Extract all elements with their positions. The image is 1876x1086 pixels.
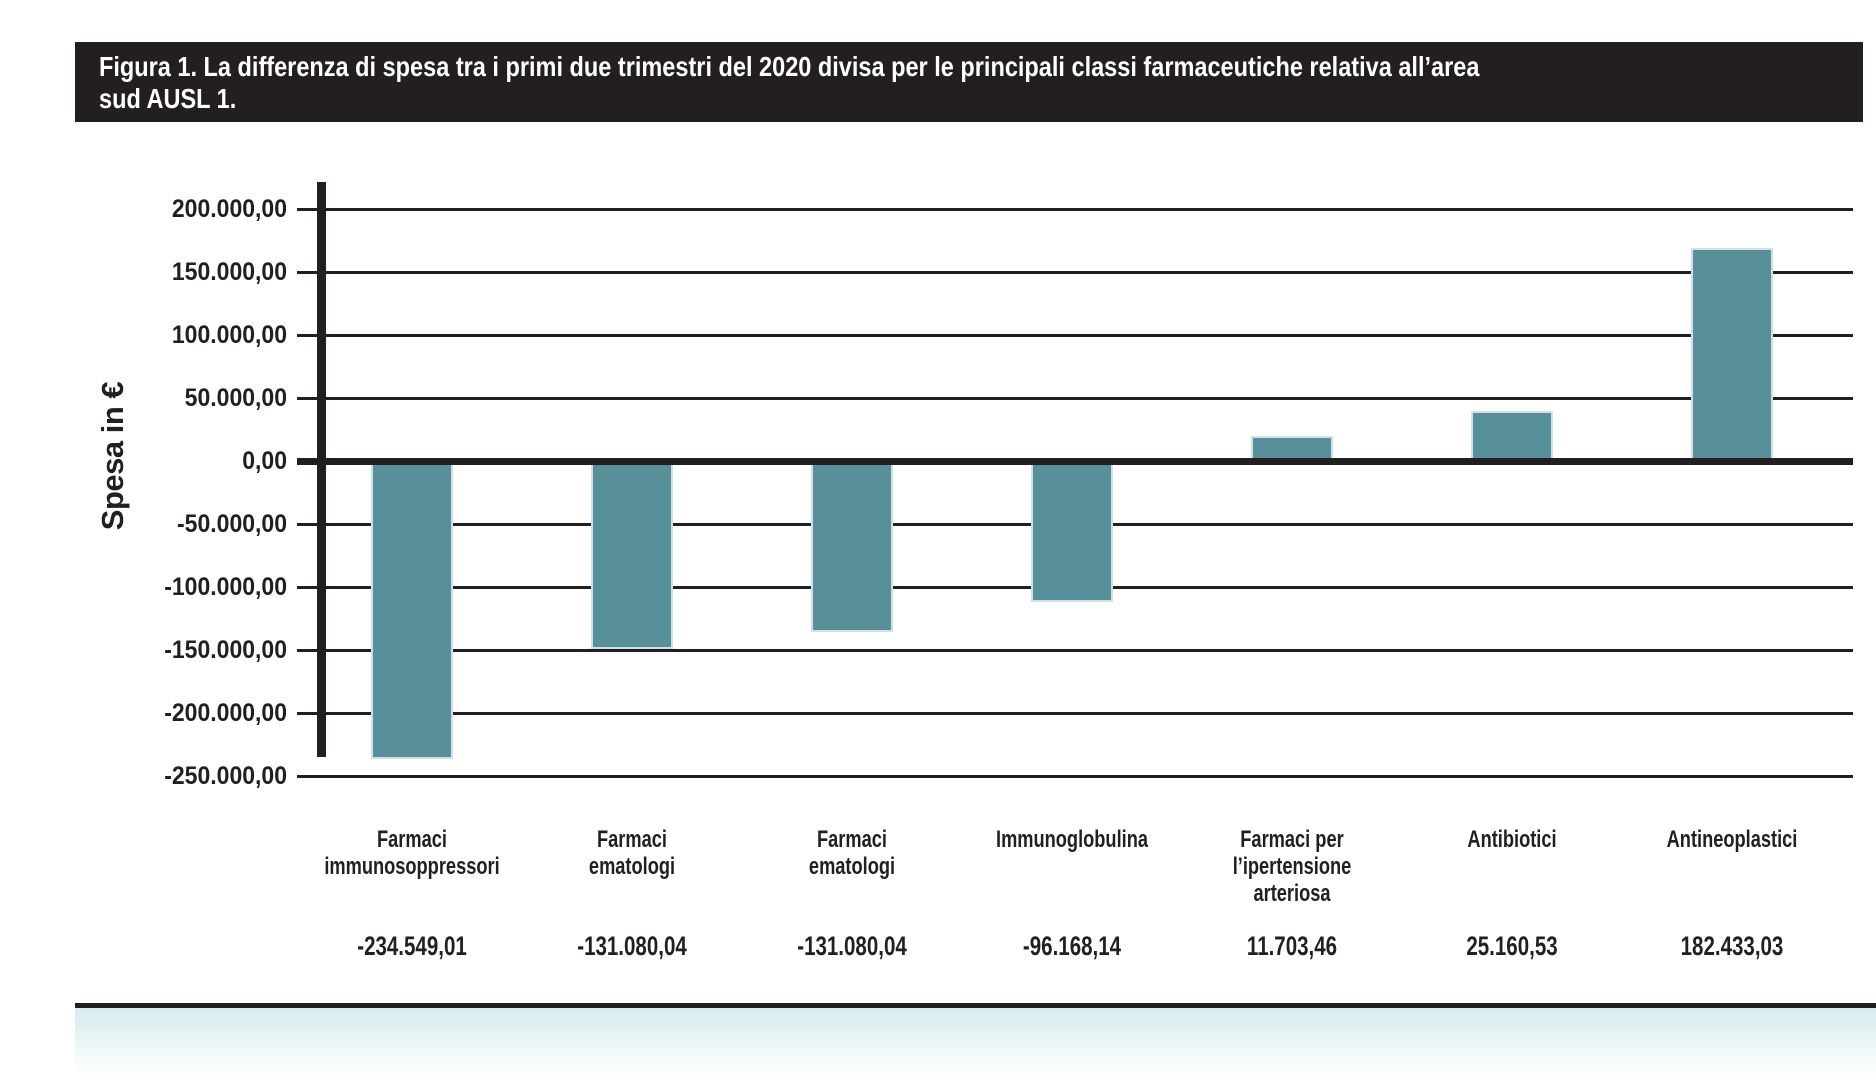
bar xyxy=(1471,411,1553,464)
category-label-line: Farmaci xyxy=(377,826,447,853)
value-label: -96.168,14 xyxy=(1022,931,1122,961)
y-tick-label: 150.000,00 xyxy=(171,258,287,286)
gridline xyxy=(297,649,1853,652)
bar xyxy=(811,460,893,632)
y-tick-label: -100.000,00 xyxy=(164,573,287,601)
category-label: Farmaci immunosoppressori xyxy=(298,826,526,880)
category-label: Farmaci per l’ipertensione arteriosa xyxy=(1178,826,1406,907)
category-label-line: Farmaci xyxy=(597,826,667,853)
category-label-line: Antibiotici xyxy=(1467,826,1557,853)
y-axis-spine xyxy=(317,182,326,757)
category-label: Farmaci ematologi xyxy=(738,826,966,880)
category-label: Antineoplastici xyxy=(1618,826,1846,853)
category-label-line: Farmaci xyxy=(817,826,887,853)
value-label: 11.703,46 xyxy=(1246,931,1338,961)
category-label: Antibiotici xyxy=(1398,826,1626,853)
y-tick-label: -250.000,00 xyxy=(164,762,287,790)
category-label-line: immunosoppressori xyxy=(324,853,500,880)
y-tick-label: -150.000,00 xyxy=(164,636,287,664)
zero-gridline-overlay xyxy=(297,458,1853,465)
value-label: -131.080,04 xyxy=(577,931,687,961)
y-tick-label: 50.000,00 xyxy=(184,384,287,412)
bar xyxy=(1031,460,1113,602)
category-label-line: l’ipertensione xyxy=(1232,853,1352,880)
figure-title-line-1: Figura 1. La differenza di spesa tra i p… xyxy=(99,51,1480,82)
value-label: -131.080,04 xyxy=(797,931,907,961)
y-tick-label: -50.000,00 xyxy=(177,510,287,538)
value-label: 25.160,53 xyxy=(1466,931,1558,961)
gridline xyxy=(297,208,1853,211)
bar xyxy=(371,460,453,759)
category-label-line: ematologi xyxy=(588,853,676,880)
footer-gradient-band xyxy=(75,1008,1876,1076)
y-tick-label: 0,00 xyxy=(242,447,287,475)
footer-rule xyxy=(75,1003,1876,1008)
category-label-line: arteriosa xyxy=(1253,880,1331,907)
category-label: Farmaci ematologi xyxy=(518,826,746,880)
figure-title-bar: Figura 1. La differenza di spesa tra i p… xyxy=(75,42,1863,122)
category-label-line: Immunoglobulina xyxy=(996,826,1148,853)
gridline xyxy=(297,271,1853,274)
category-label-line: ematologi xyxy=(808,853,896,880)
gridline xyxy=(297,334,1853,337)
category-label-line: Farmaci per xyxy=(1240,826,1344,853)
gridline xyxy=(297,712,1853,715)
value-label: -234.549,01 xyxy=(357,931,467,961)
category-label-line: Antineoplastici xyxy=(1666,826,1798,853)
y-tick-label: 200.000,00 xyxy=(171,195,287,223)
gridline xyxy=(297,775,1853,778)
bar xyxy=(591,460,673,649)
y-tick-label: 100.000,00 xyxy=(171,321,287,349)
figure-title-line-2: sud AUSL 1. xyxy=(99,83,237,114)
category-label: Immunoglobulina xyxy=(958,826,1186,853)
y-tick-label: -200.000,00 xyxy=(164,699,287,727)
gridline xyxy=(297,397,1853,400)
value-label: 182.433,03 xyxy=(1680,931,1784,961)
bar xyxy=(1691,248,1773,464)
